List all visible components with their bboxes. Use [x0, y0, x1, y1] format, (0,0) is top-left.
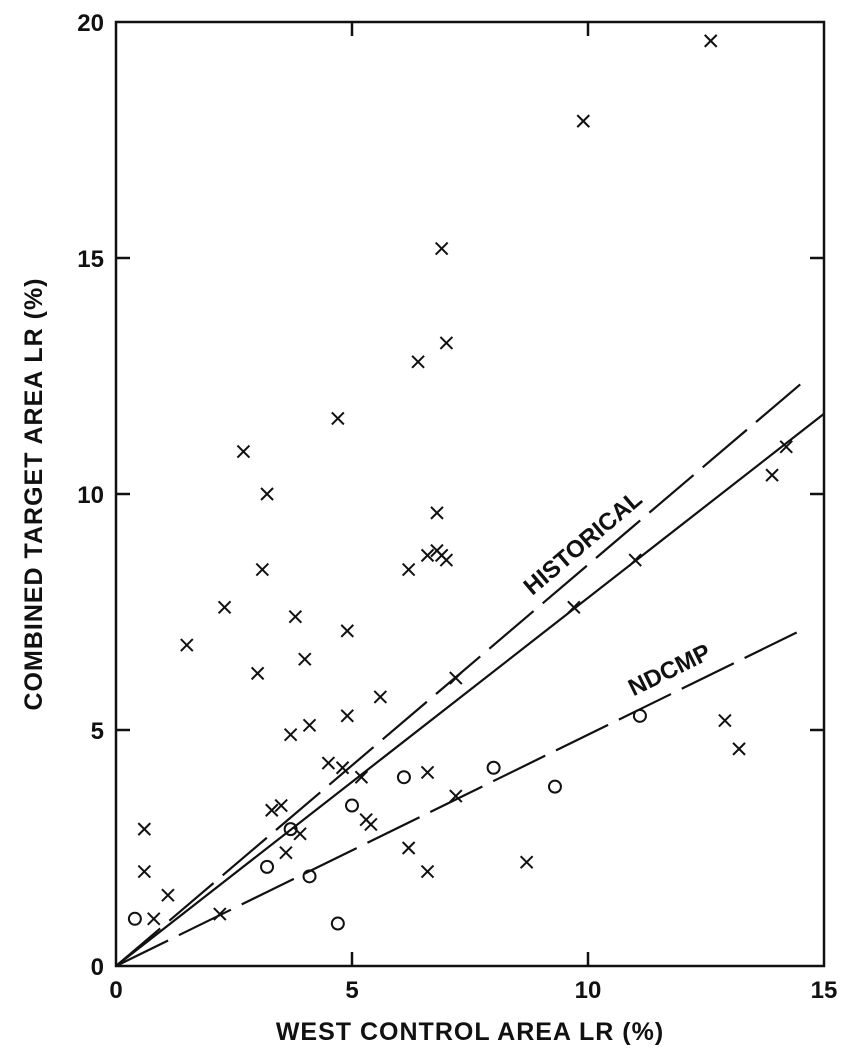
x-marker: [340, 624, 354, 638]
x-marker: [161, 888, 175, 902]
plot-frame: [114, 20, 826, 968]
x-tick-label: 5: [345, 977, 358, 1004]
x-marker: [147, 912, 161, 926]
series-label: HISTORICAL: [519, 485, 648, 600]
circle-marker: [345, 798, 359, 813]
x-marker: [137, 864, 152, 879]
x-marker: [420, 765, 435, 780]
x-marker: [765, 468, 779, 482]
x-marker: [718, 713, 732, 728]
fit-line: [115, 412, 825, 967]
x-marker: [283, 728, 298, 742]
circle-marker: [632, 708, 647, 723]
x-marker: [213, 907, 227, 921]
x-marker: [779, 440, 793, 454]
x-marker: [335, 761, 350, 775]
x-marker: [576, 114, 590, 128]
circle-marker: [302, 869, 317, 884]
x-marker: [321, 756, 336, 770]
x-marker: [430, 506, 444, 520]
x-marker: [250, 666, 265, 681]
x-marker: [449, 789, 463, 803]
y-tick-label: 15: [77, 246, 104, 273]
x-marker: [373, 690, 388, 704]
x-marker: [331, 411, 345, 426]
x-marker: [180, 638, 194, 652]
x-marker: [449, 671, 463, 685]
circle-marker: [127, 911, 142, 926]
x-tick-label: 15: [811, 977, 838, 1004]
circle-marker: [396, 770, 411, 785]
x-marker: [401, 841, 416, 855]
y-tick-label: 0: [91, 954, 104, 981]
x-marker: [704, 34, 718, 48]
circle-marker: [547, 779, 562, 794]
circle-marker: [486, 760, 501, 775]
circle-marker: [260, 859, 275, 874]
x-marker: [298, 652, 312, 666]
axis-ticks: [116, 22, 824, 966]
x-marker: [420, 864, 435, 879]
x-marker: [628, 553, 642, 567]
x-marker: [354, 770, 369, 784]
x-marker: [411, 355, 425, 369]
x-marker: [265, 803, 279, 817]
x-marker: [279, 846, 293, 860]
x-marker: [732, 742, 746, 756]
circle-marker: [330, 916, 345, 931]
x-marker: [567, 600, 581, 614]
x-axis-title: WEST CONTROL AREA LR (%): [276, 1018, 664, 1046]
fit-line: [115, 627, 806, 967]
x-marker: [274, 798, 288, 813]
x-marker: [420, 548, 435, 563]
x-marker: [401, 562, 416, 577]
x-marker: [255, 562, 270, 577]
x-marker: [434, 241, 449, 256]
x-marker: [439, 553, 454, 567]
circle-marker: [283, 822, 298, 837]
series-label: NDCMP: [624, 639, 715, 702]
x-tick-label: 10: [575, 977, 602, 1004]
x-marker: [340, 709, 354, 723]
x-marker: [137, 822, 152, 836]
x-marker: [288, 610, 303, 624]
x-marker: [364, 817, 378, 832]
x-tick-label: 0: [109, 977, 122, 1004]
x-marker: [260, 487, 274, 501]
y-tick-label: 5: [91, 718, 104, 745]
fit-lines: HISTORICAL NDCMP: [115, 379, 825, 967]
x-marker: [302, 718, 317, 732]
y-tick-label: 20: [77, 10, 104, 37]
y-tick-label: 10: [77, 482, 104, 509]
x-marker: [519, 855, 534, 869]
y-axis-title: COMBINED TARGET AREA LR (%): [20, 278, 48, 711]
x-marker: [439, 336, 454, 350]
axis-tick-labels: 0 5 10 15 0 5 10 15 20: [77, 10, 837, 1004]
x-marker: [236, 444, 251, 459]
data-markers: [127, 34, 793, 931]
x-marker: [217, 600, 232, 614]
